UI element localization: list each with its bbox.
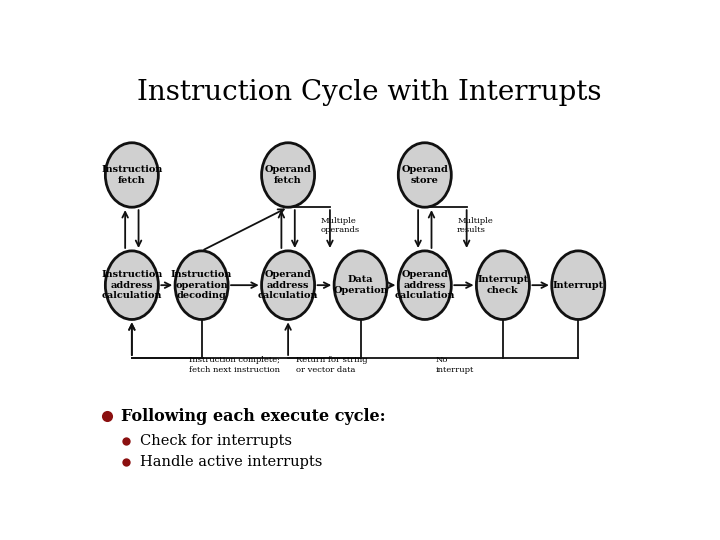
- Text: Return for string
or vector data: Return for string or vector data: [297, 356, 368, 374]
- Text: Handle active interrupts: Handle active interrupts: [140, 455, 323, 469]
- Ellipse shape: [477, 251, 529, 320]
- Text: Instruction
fetch: Instruction fetch: [102, 165, 163, 185]
- Text: Interrupt: Interrupt: [553, 281, 604, 289]
- Text: Instruction
address
calculation: Instruction address calculation: [102, 271, 163, 300]
- Ellipse shape: [105, 143, 158, 207]
- Text: Data
Operation: Data Operation: [333, 275, 388, 295]
- Ellipse shape: [261, 143, 315, 207]
- Ellipse shape: [175, 251, 228, 320]
- Text: Operand
store: Operand store: [401, 165, 449, 185]
- Text: Operand
address
calculation: Operand address calculation: [258, 271, 318, 300]
- Ellipse shape: [398, 251, 451, 320]
- Text: Multiple
operands: Multiple operands: [320, 217, 359, 234]
- Text: No
interrupt: No interrupt: [436, 356, 474, 374]
- Text: Multiple
results: Multiple results: [457, 217, 493, 234]
- Text: Check for interrupts: Check for interrupts: [140, 434, 292, 448]
- Text: Interrupt
check: Interrupt check: [477, 275, 528, 295]
- Ellipse shape: [105, 251, 158, 320]
- Text: Instruction Cycle with Interrupts: Instruction Cycle with Interrupts: [137, 79, 601, 106]
- Ellipse shape: [261, 251, 315, 320]
- Text: Instruction
operation
decoding: Instruction operation decoding: [171, 271, 233, 300]
- Ellipse shape: [334, 251, 387, 320]
- Ellipse shape: [552, 251, 605, 320]
- Text: Following each execute cycle:: Following each execute cycle:: [121, 408, 385, 424]
- Ellipse shape: [398, 143, 451, 207]
- Text: Instruction complete;
fetch next instruction: Instruction complete; fetch next instruc…: [189, 356, 280, 374]
- Text: Operand
fetch: Operand fetch: [265, 165, 312, 185]
- Text: Operand
address
calculation: Operand address calculation: [395, 271, 455, 300]
